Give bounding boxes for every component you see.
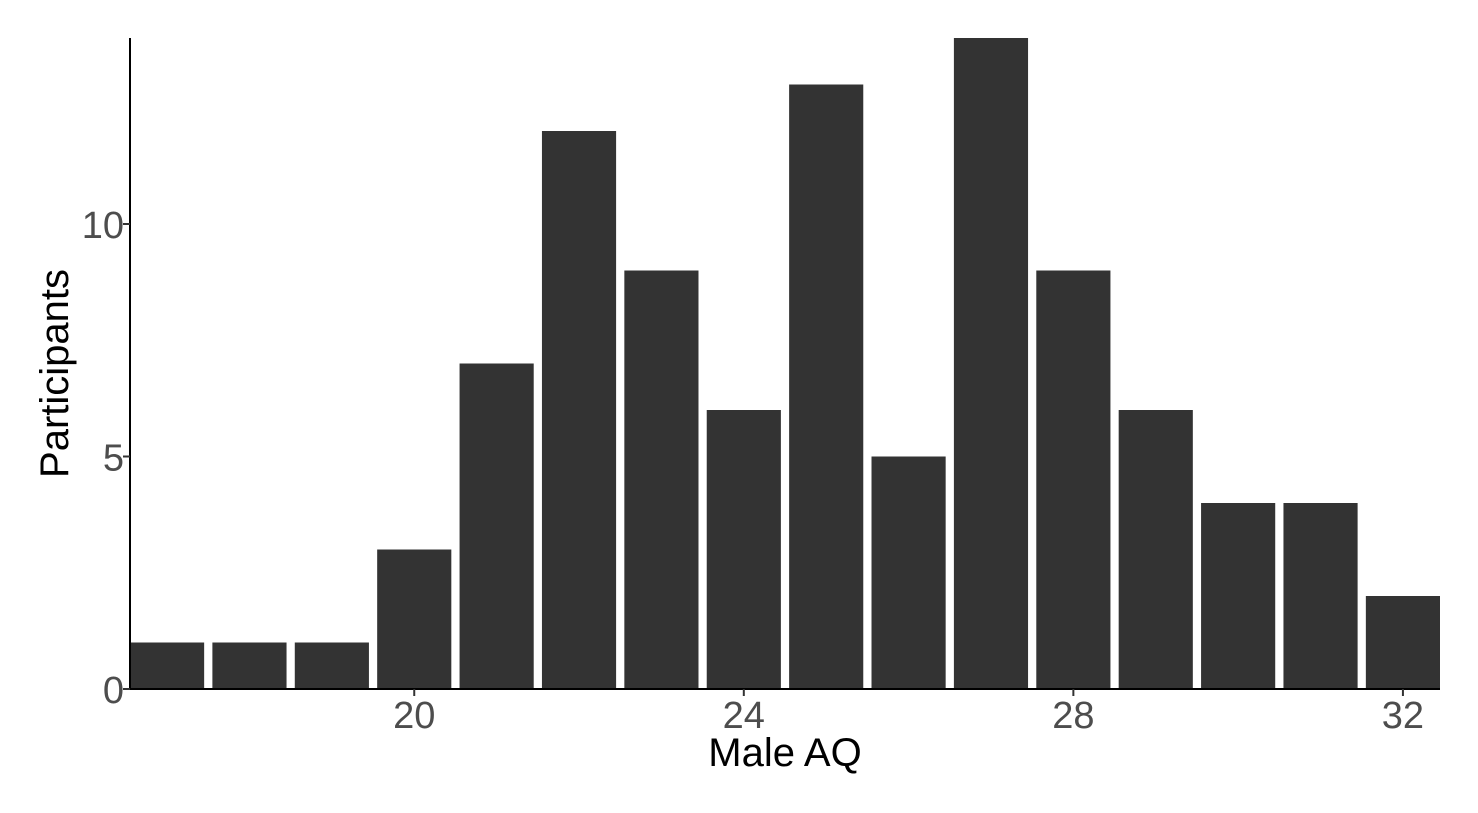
y-axis-title: Participants: [33, 269, 77, 478]
x-tick-label-24: 24: [723, 695, 765, 737]
bar-aq-20: [377, 549, 452, 689]
bar-aq-24: [706, 410, 781, 689]
bar-aq-32: [1365, 596, 1440, 689]
bar-aq-31: [1283, 503, 1358, 689]
bar-aq-17: [130, 642, 205, 689]
bar-aq-26: [871, 456, 946, 689]
x-axis-title: Male AQ: [708, 731, 861, 775]
bar-aq-25: [789, 84, 864, 689]
bar-aq-18: [212, 642, 287, 689]
bar-aq-27: [953, 38, 1029, 689]
x-tick-label-32: 32: [1382, 695, 1424, 737]
bar-aq-21: [459, 363, 534, 689]
bars-group: [130, 38, 1440, 689]
x-tick-label-20: 20: [393, 695, 435, 737]
y-tick-label-5: 5: [103, 438, 124, 480]
bar-aq-23: [624, 270, 699, 689]
bar-aq-29: [1118, 410, 1193, 689]
x-axis-ticks: 20 24 28 32: [393, 689, 1424, 737]
bar-aq-28: [1036, 270, 1111, 689]
y-tick-label-10: 10: [82, 205, 124, 247]
y-axis-ticks: 0 5 10: [82, 205, 130, 712]
x-tick-label-28: 28: [1052, 695, 1094, 737]
y-tick-label-0: 0: [103, 670, 124, 712]
bar-aq-22: [541, 131, 617, 689]
bar-aq-30: [1201, 503, 1276, 689]
bar-aq-19: [294, 642, 369, 689]
